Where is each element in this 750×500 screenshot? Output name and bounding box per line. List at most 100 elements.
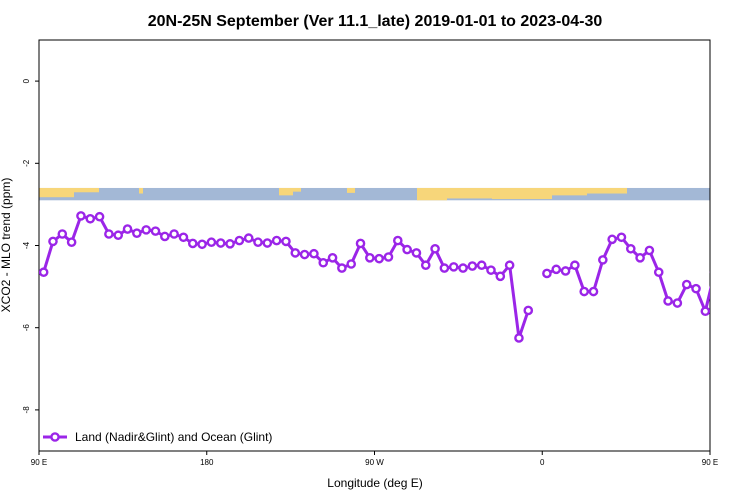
data-point — [141, 225, 151, 235]
data-point — [132, 228, 142, 238]
land-patch — [417, 187, 447, 201]
data-point — [309, 248, 319, 259]
x-axis-label: Longitude (deg E) — [327, 476, 422, 490]
data-point — [672, 298, 683, 308]
x-tick-label: 0 — [540, 458, 545, 467]
data-point — [663, 296, 673, 306]
world-map-strip — [39, 187, 710, 201]
land-patch — [552, 187, 587, 196]
data-point — [709, 271, 710, 274]
data-point — [570, 260, 580, 271]
data-point — [383, 252, 394, 262]
data-point — [635, 253, 645, 263]
data-point — [178, 232, 189, 243]
data-point — [187, 238, 198, 249]
legend-entry-label: Land (Nadir&Glint) and Ocean (Glint) — [75, 430, 272, 444]
data-point — [318, 257, 329, 268]
data-point — [504, 260, 515, 271]
data-point — [355, 238, 366, 249]
data-point — [476, 260, 487, 271]
data-point — [39, 267, 49, 278]
data-point — [467, 261, 478, 271]
data-point — [85, 213, 96, 224]
land-patch — [39, 187, 74, 198]
land-patch — [293, 187, 301, 192]
series-layer — [39, 211, 737, 343]
data-point — [598, 255, 608, 265]
data-point — [430, 243, 440, 254]
x-axis: 90 E 180 90 W 0 90 E — [31, 451, 718, 467]
data-point — [234, 235, 245, 246]
data-point — [653, 267, 664, 278]
data-point — [327, 253, 338, 263]
land-patch — [347, 187, 355, 193]
data-point — [76, 211, 86, 221]
chart-title: 20N-25N September (Ver 11.1_late) 2019-0… — [148, 13, 603, 30]
data-point — [625, 243, 636, 254]
data-point — [720, 239, 727, 246]
data-point — [448, 262, 459, 272]
y-tick-label: -2 — [22, 159, 31, 167]
data-point — [523, 305, 534, 316]
land-patch — [139, 187, 143, 194]
data-point — [271, 235, 282, 246]
data-point — [197, 239, 207, 250]
data-point — [113, 230, 124, 241]
land-patch — [492, 187, 552, 200]
land-patch — [447, 187, 492, 199]
data-point — [644, 245, 655, 256]
data-point — [290, 248, 301, 258]
data-point — [439, 263, 450, 273]
data-point — [57, 229, 68, 239]
y-tick-label: -4 — [22, 241, 31, 249]
data-point — [122, 224, 133, 234]
data-point — [94, 211, 105, 222]
data-point — [337, 263, 347, 273]
data-point — [169, 229, 179, 239]
legend-marker-swatch — [50, 432, 60, 442]
data-point — [486, 265, 496, 275]
y-tick-label: -6 — [22, 324, 31, 332]
data-point — [542, 268, 552, 279]
x-tick-label: 90 E — [31, 458, 47, 467]
data-point — [411, 248, 422, 258]
data-point — [579, 286, 589, 297]
data-point — [281, 236, 291, 247]
y-axis-label: XCO2 - MLO trend (ppm) — [0, 178, 13, 313]
data-point — [551, 264, 562, 275]
series-line — [546, 235, 710, 313]
legend: Land (Nadir&Glint) and Ocean (Glint) — [43, 430, 272, 444]
y-axis: 0 -2 -4 -6 -8 — [22, 78, 39, 413]
land-patch — [587, 187, 627, 194]
data-point — [150, 226, 161, 236]
data-point — [215, 238, 226, 248]
x-tick-label: 90 E — [702, 458, 718, 467]
data-point — [243, 233, 254, 243]
data-point — [392, 235, 403, 246]
data-point — [681, 279, 692, 290]
data-point — [104, 229, 114, 239]
data-point — [365, 253, 375, 263]
data-point — [160, 231, 170, 242]
data-point — [374, 253, 384, 264]
data-point — [616, 232, 627, 243]
data-point — [253, 237, 263, 248]
data-point — [346, 259, 357, 269]
y-tick-label: 0 — [22, 78, 31, 83]
data-point — [48, 236, 58, 247]
data-point — [730, 230, 737, 237]
data-point — [560, 266, 571, 276]
x-tick-label: 180 — [200, 458, 214, 467]
data-point — [691, 283, 701, 294]
data-point — [262, 238, 273, 248]
data-point — [514, 333, 524, 343]
data-point — [225, 239, 235, 249]
x-tick-label: 90 W — [365, 458, 384, 467]
data-point — [420, 260, 431, 271]
data-point — [607, 234, 617, 245]
data-point — [299, 249, 310, 260]
data-point — [458, 263, 468, 273]
data-point — [495, 271, 506, 282]
land-patch — [74, 187, 99, 193]
